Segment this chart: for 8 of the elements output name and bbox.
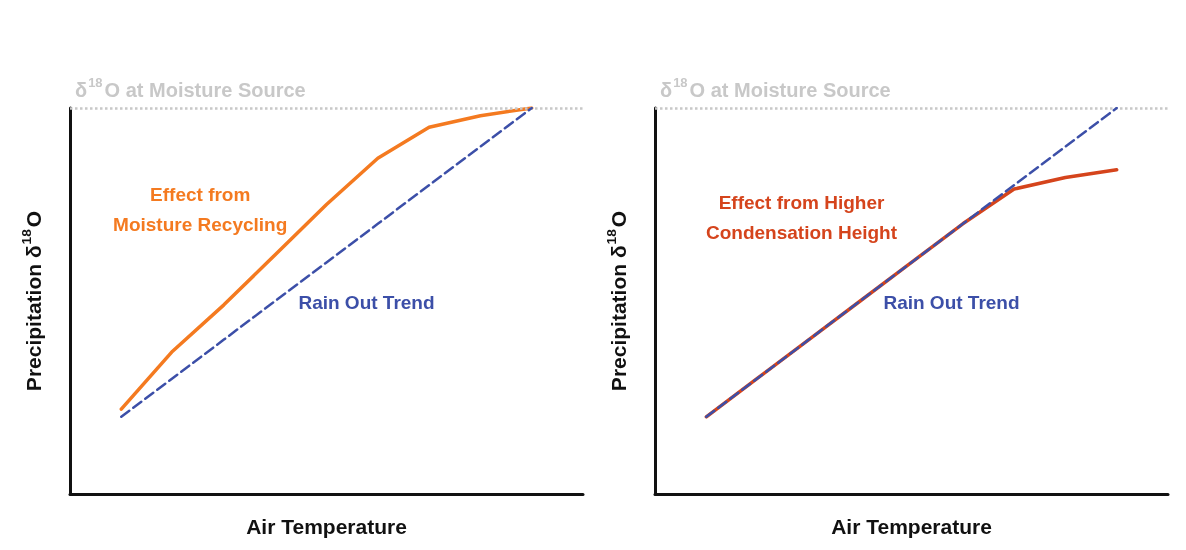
series-label: Rain Out Trend	[298, 291, 435, 313]
y-axis-title: Precipitation δ18O	[603, 210, 631, 392]
series-label: Rain Out Trend	[883, 291, 1020, 313]
x-axis-title: Air Temperature	[831, 515, 992, 538]
series-label: Effect from Higher Condensation Height	[705, 191, 898, 243]
y-axis-title: Precipitation δ18O	[18, 210, 46, 392]
series-label: Effect from Moisture Recycling	[113, 184, 288, 236]
x-axis-title: Air Temperature	[246, 515, 407, 538]
